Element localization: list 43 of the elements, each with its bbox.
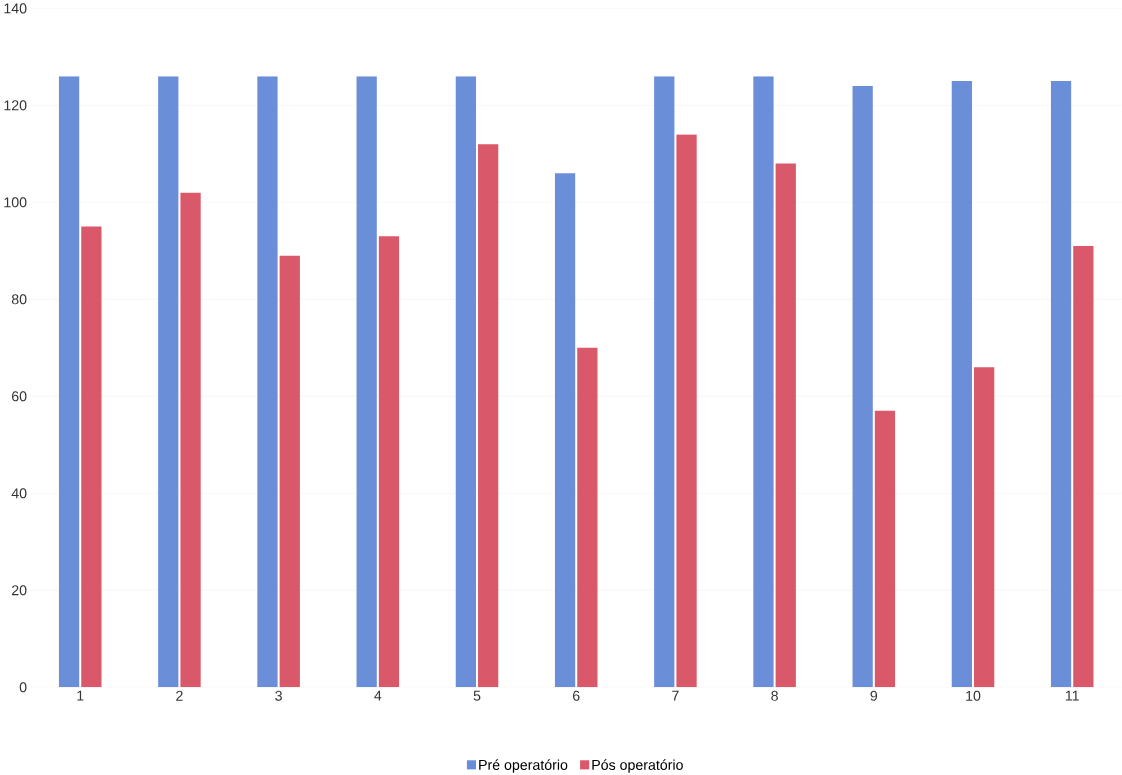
x-tick-label: 8 — [771, 690, 778, 701]
y-tick-label: 0 — [19, 682, 27, 693]
x-tick-label: 5 — [473, 690, 481, 701]
bar — [455, 76, 476, 688]
bar — [577, 347, 598, 688]
bar — [654, 76, 675, 688]
bar — [478, 143, 499, 688]
bar — [378, 236, 400, 688]
x-tick-label: 6 — [572, 690, 580, 701]
y-tick-label: 120 — [4, 100, 27, 111]
bar — [676, 134, 697, 688]
bar — [257, 76, 278, 688]
x-tick-label: 1 — [77, 690, 84, 701]
legend-label: Pré operatório — [479, 759, 568, 773]
bar — [775, 163, 796, 688]
y-tick-label: 40 — [11, 488, 27, 499]
y-tick-label: 60 — [11, 391, 27, 402]
bar — [753, 76, 774, 688]
bar — [279, 255, 300, 688]
bar — [852, 85, 873, 688]
y-tick-label: 20 — [11, 585, 27, 596]
x-tick-label: 10 — [966, 690, 981, 701]
bar — [158, 76, 179, 688]
bar — [951, 80, 972, 688]
bar — [974, 367, 995, 688]
bar — [1050, 80, 1072, 688]
y-tick-label: 100 — [4, 197, 27, 208]
legend-label: Pós operatório — [592, 759, 683, 773]
bar — [58, 76, 80, 688]
bar — [180, 192, 201, 688]
x-tick-label: 9 — [870, 690, 878, 701]
x-tick-label: 4 — [374, 690, 382, 701]
x-tick-label: 11 — [1065, 690, 1079, 701]
x-tick-label: 3 — [275, 690, 282, 701]
bar — [81, 226, 102, 688]
y-tick-label: 140 — [4, 3, 27, 14]
y-tick-label: 80 — [11, 294, 27, 305]
bar — [1073, 245, 1094, 688]
x-tick-label: 2 — [176, 690, 183, 701]
x-tick-label: 7 — [672, 690, 679, 701]
bar — [356, 76, 377, 688]
bar — [554, 173, 576, 688]
bar — [874, 410, 896, 688]
